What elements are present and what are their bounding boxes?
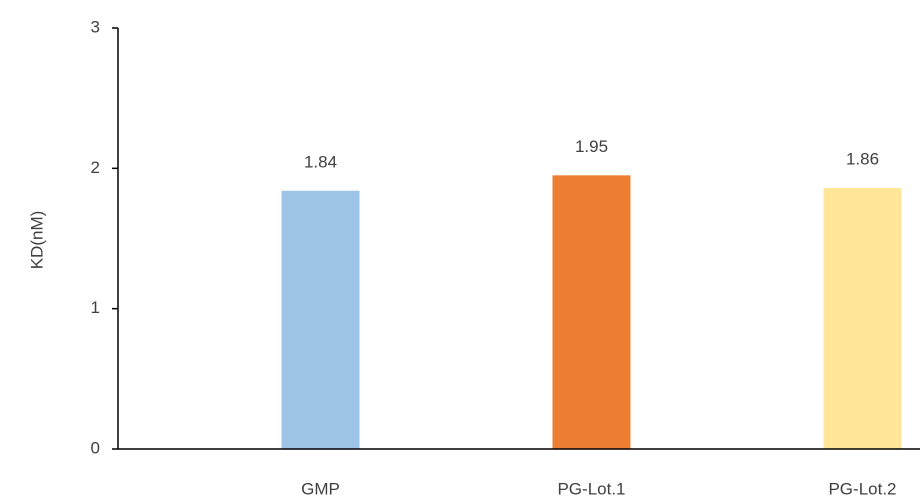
data-label: 1.95 (575, 137, 608, 156)
bar (552, 175, 631, 449)
data-label: 1.84 (304, 152, 337, 171)
x-tick-label: PG-Lot.2 (828, 479, 896, 498)
bar (823, 187, 902, 450)
bar (281, 190, 360, 449)
y-tick-label: 1 (91, 298, 100, 317)
y-axis-label: KD(nM) (27, 211, 46, 270)
x-tick-label: GMP (301, 479, 340, 498)
y-tick-label: 3 (91, 17, 100, 36)
y-tick-label: 0 (91, 438, 100, 457)
x-tick-label: PG-Lot.1 (557, 479, 625, 498)
data-label: 1.86 (846, 149, 879, 168)
y-tick-label: 2 (91, 158, 100, 177)
